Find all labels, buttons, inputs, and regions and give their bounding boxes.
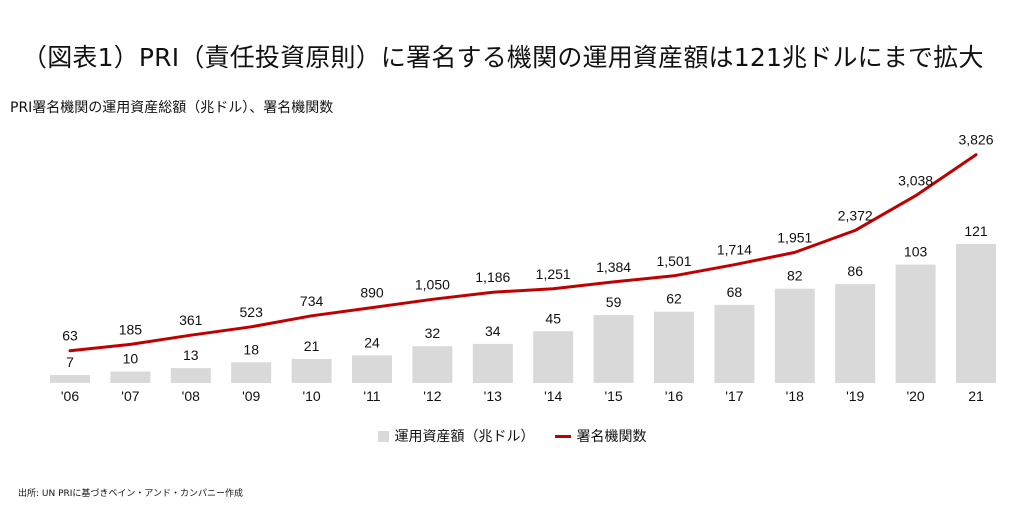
x-tick-label: '09: [242, 388, 260, 404]
bar-value-label: 82: [787, 268, 803, 284]
bar-value-label: 24: [364, 334, 380, 350]
x-tick-label: '15: [604, 388, 622, 404]
bar: [472, 343, 513, 383]
bar: [352, 355, 392, 383]
bar: [231, 362, 272, 383]
legend-swatch-line: [554, 434, 571, 438]
bar-value-label: 34: [485, 323, 501, 339]
line-value-label: 734: [300, 293, 324, 309]
labels-group: 7 '06 10 '07 13 '08 18 '09 21 '10 24 '11 32 '12 34 '13 4…: [61, 132, 994, 404]
line-value-label: 185: [119, 321, 143, 337]
line-value-label: 523: [240, 304, 264, 320]
bar-value-label: 32: [425, 325, 441, 341]
bar-value-label: 121: [964, 223, 988, 239]
line-value-label: 63: [62, 328, 78, 344]
bar-value-label: 45: [545, 310, 561, 326]
x-tick-label: '16: [665, 388, 683, 404]
bar-value-label: 86: [847, 263, 863, 279]
line-value-label: 3,038: [898, 173, 933, 189]
bar: [895, 264, 936, 383]
line-value-label: 1,384: [596, 259, 631, 275]
line-value-label: 890: [360, 285, 384, 301]
x-tick-label: '06: [61, 388, 79, 404]
bar-value-label: 59: [606, 294, 622, 310]
bar: [956, 243, 996, 383]
chart-subtitle: PRI署名機関の運用資産総額（兆ドル）、署名機関数: [10, 100, 334, 116]
x-tick-label: '18: [786, 388, 804, 404]
bar-value-label: 21: [304, 338, 320, 354]
line-value-label: 1,951: [777, 229, 812, 245]
legend-item-line: 署名機関数: [554, 426, 647, 446]
x-tick-label: '08: [182, 388, 200, 404]
legend-swatch-bar: [377, 430, 389, 442]
line-value-label: 1,251: [536, 266, 571, 282]
bar: [412, 346, 453, 383]
line-value-label: 2,372: [838, 207, 873, 223]
legend-label-line: 署名機関数: [576, 429, 647, 445]
bar: [654, 311, 694, 383]
bar: [714, 304, 755, 383]
line-value-label: 1,714: [717, 242, 752, 258]
bar-value-label: 68: [727, 284, 743, 300]
bar-value-label: 13: [183, 347, 199, 363]
bar: [533, 331, 574, 383]
bar: [50, 374, 90, 383]
bar-value-label: 10: [123, 351, 139, 367]
bar-value-label: 18: [243, 341, 259, 357]
source-note: 出所: UN PRIに基づきベイン・アンド・カンパニー作成: [18, 489, 244, 499]
bar: [774, 288, 815, 383]
x-tick-label: '20: [906, 388, 924, 404]
bar: [170, 368, 211, 383]
legend-label-bar: 運用資産額（兆ドル）: [394, 429, 535, 445]
x-tick-label: '19: [846, 388, 864, 404]
combo-chart: 7 '06 10 '07 13 '08 18 '09 21 '10 24 '11 32 '12 34 '13 4…: [50, 132, 996, 404]
line-value-label: 1,186: [475, 269, 510, 285]
x-tick-label: '17: [725, 388, 743, 404]
x-tick-label: '13: [484, 388, 502, 404]
x-tick-label: '12: [423, 388, 441, 404]
line-value-label: 1,050: [415, 276, 450, 292]
line-value-label: 3,826: [958, 132, 993, 148]
bar-value-label: 7: [66, 354, 74, 370]
x-tick-label: '07: [121, 388, 139, 404]
bar: [291, 358, 332, 383]
signatories-line: [68, 153, 978, 353]
line-value-label: 1,501: [656, 253, 691, 269]
x-tick-label: '11: [363, 388, 380, 404]
bar: [593, 315, 634, 383]
legend-item-bar: 運用資産額（兆ドル）: [377, 426, 535, 446]
bar-value-label: 62: [666, 291, 682, 307]
bar-value-label: 103: [904, 244, 928, 260]
x-tick-label: '14: [544, 388, 562, 404]
line-value-label: 361: [179, 312, 203, 328]
bar: [835, 284, 876, 383]
bar: [110, 371, 151, 383]
x-tick-label: 21: [968, 388, 984, 404]
bars-group: [50, 243, 996, 383]
chart-legend: 運用資産額（兆ドル） 署名機関数: [0, 426, 1024, 446]
chart-title: （図表1）PRI（責任投資原則）に署名する機関の運用資産額は121兆ドルにまで拡…: [22, 43, 984, 72]
x-tick-label: '10: [302, 388, 320, 404]
